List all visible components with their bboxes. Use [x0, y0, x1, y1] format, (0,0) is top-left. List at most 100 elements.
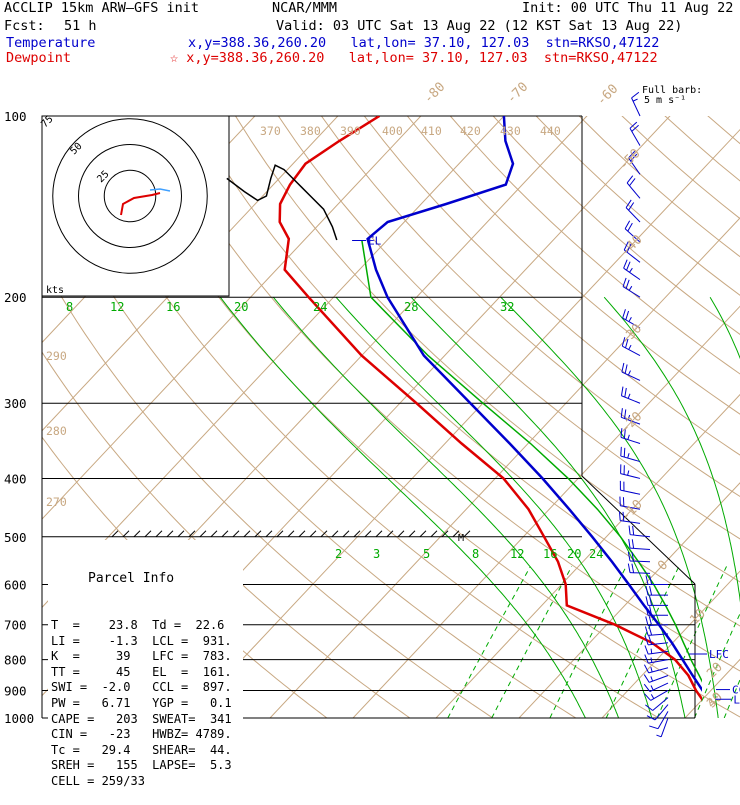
theta-left-tick: 280 [46, 424, 67, 438]
hatch-mark [233, 531, 239, 537]
frame-diagonal [582, 476, 695, 584]
theta-tick: 430 [500, 124, 521, 138]
parcel-info-row: K = 39 LFC = 783. [51, 649, 243, 665]
pressure-tick: 600 [4, 577, 27, 592]
hatch-mark [255, 531, 261, 537]
full-barb-units: 5 m s⁻¹ [644, 96, 686, 106]
pressure-tick: 700 [4, 618, 27, 633]
moist-adiabat-line [501, 297, 718, 718]
wind-barb [629, 539, 650, 550]
wind-barb [645, 655, 668, 664]
mixing-ratio-tick: 2 [335, 547, 342, 561]
hatch-mark [409, 531, 415, 537]
wind-barb [621, 464, 640, 478]
mixing-ratio-tick: 16 [543, 547, 557, 561]
wind-barb [621, 387, 640, 404]
parcel-info-row: CAPE = 203 SWEAT= 341 [51, 712, 243, 728]
pressure-tick: 800 [4, 653, 27, 668]
hatch-mark [266, 531, 272, 537]
lcl-level-label: LCL [733, 693, 740, 706]
hatch-mark [134, 531, 140, 537]
m-label: M [458, 533, 464, 544]
hatch-mark [123, 531, 129, 537]
mixing-ratio-tick: 12 [510, 547, 524, 561]
pressure-tick: 300 [4, 396, 27, 411]
hatch-mark [288, 531, 294, 537]
temperature-curve [368, 116, 717, 718]
hatch-mark [244, 531, 250, 537]
pressure-tick: 400 [4, 471, 27, 486]
parcel-info-row: SREH = 155 LAPSE= 5.3 [51, 758, 243, 774]
wind-barb [644, 690, 668, 700]
fcst-label: Fcst: [4, 18, 45, 34]
dry-adiabat-line [553, 89, 740, 731]
temperature-legend: Temperature [6, 35, 95, 51]
mixing-ratio-line [448, 566, 531, 718]
pressure-tick: 900 [4, 683, 27, 698]
parcel-info-row: SWI = -2.0 CCL = 897. [51, 680, 243, 696]
model-title: ACCLIP 15km ARW–GFS init [4, 0, 199, 16]
theta-e-tick: 24 [313, 300, 327, 314]
parcel-info-row: CIN = -23 HWBZ= 4789. [51, 727, 243, 743]
org-label: NCAR/MMM [272, 0, 337, 16]
valid-time: Valid: 03 UTC Sat 13 Aug 22 (12 KST Sat … [276, 18, 682, 34]
hatch-mark [464, 531, 470, 537]
hatch-mark [145, 531, 151, 537]
parcel-info-row: TT = 45 EL = 161. [51, 665, 243, 681]
hatch-mark [178, 531, 184, 537]
theta-e-tick: 20 [234, 300, 248, 314]
parcel-info-row: LI = -1.3 LCL = 931. [51, 634, 243, 650]
hatch-mark [156, 531, 162, 537]
parcel-info-row: CELL = 259/33 [51, 774, 243, 790]
theta-tick: 400 [382, 124, 403, 138]
temperature-location: x,y=388.36,260.20 lat,lon= 37.10, 127.03… [188, 35, 659, 51]
theta-left-tick: 270 [46, 495, 67, 509]
wind-barb [620, 481, 640, 494]
hatch-mark [332, 531, 338, 537]
parcel-info-row: PW = 6.71 YGP = 0.1 [51, 696, 243, 712]
isotherm-line [507, 88, 740, 730]
theta-left-tick: 290 [46, 349, 67, 363]
temperature-tick: -10 [619, 497, 646, 524]
hatch-mark [343, 531, 349, 537]
pressure-tick: 100 [4, 109, 27, 124]
temperature-tick: -80 [421, 80, 448, 107]
hatch-mark [299, 531, 305, 537]
hodograph-units: kts [46, 285, 64, 296]
theta-e-tick: 32 [500, 300, 514, 314]
pressure-tick: 200 [4, 290, 27, 305]
isotherm-line [673, 88, 740, 730]
hatch-mark [365, 531, 371, 537]
theta-tick: 410 [421, 124, 442, 138]
pressure-tick: 500 [4, 530, 27, 545]
mixing-ratio-tick: 24 [589, 547, 603, 561]
init-time: Init: 00 UTC Thu 11 Aug 22 [522, 0, 733, 16]
parcel-info-title: Parcel Info [48, 571, 243, 587]
temperature-tick: -40 [618, 232, 645, 259]
theta-tick: 420 [460, 124, 481, 138]
mixing-ratio-tick: 3 [373, 547, 380, 561]
hatch-mark [211, 531, 217, 537]
wind-barb [632, 92, 640, 116]
parcel-info-row: T = 23.8 Td = 22.6 [51, 618, 243, 634]
temperature-tick: -50 [616, 146, 643, 173]
hodograph-frame [42, 116, 229, 296]
wind-barb [644, 675, 668, 683]
theta-e-tick: 28 [404, 300, 418, 314]
wind-barb [627, 176, 640, 199]
theta-tick: 380 [300, 124, 321, 138]
temperature-tick: 40 [704, 690, 726, 712]
wind-barb [621, 447, 640, 462]
fcst-value: 51 h [64, 18, 97, 34]
dewpoint-legend: Dewpoint [6, 50, 71, 66]
temperature-tick: -20 [618, 409, 645, 436]
wind-barb [626, 200, 640, 222]
hatch-mark [398, 531, 404, 537]
el-level-label: EL [368, 235, 382, 248]
dry-adiabat-line [428, 89, 740, 731]
mixing-ratio-tick: 8 [472, 547, 479, 561]
theta-tick: 440 [540, 124, 561, 138]
mixing-ratio-tick: 5 [423, 547, 430, 561]
